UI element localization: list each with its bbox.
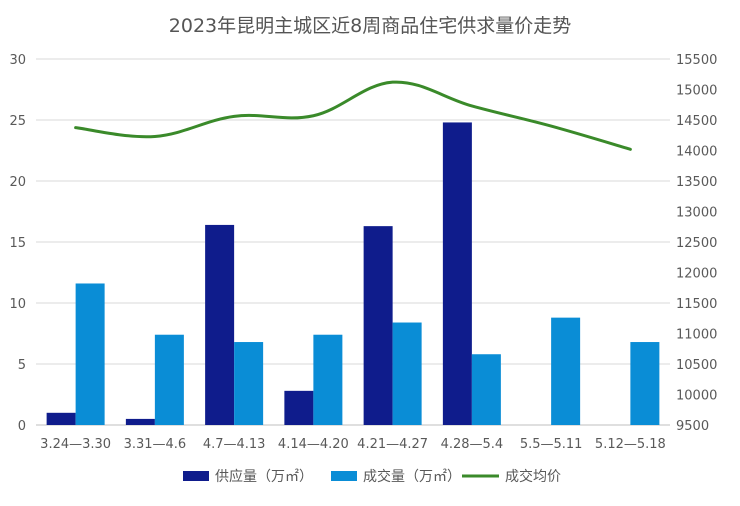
right-axis: 9500 10000 10500 11000 11500 12000 12500 13000 1… [676,53,717,434]
supply-bar [284,390,314,425]
right-tick-label: 10000 [676,389,717,404]
x-tick-label: 5.12—5.18 [595,437,666,452]
legend-swatch [183,471,209,481]
transaction-bar [551,317,581,425]
grid-lines [36,58,670,426]
supply-bar [442,122,472,425]
price-line [74,80,632,151]
legend-label: 成交量（万㎡） [363,468,461,485]
left-tick-label: 5 [18,358,26,373]
transaction-bar [630,342,660,425]
left-tick-label: 25 [9,114,26,129]
chart-title: 2023年昆明主城区近8周商品住宅供求量价走势 [169,15,571,37]
legend-label: 供应量（万㎡） [215,468,313,485]
supply-bar [125,418,155,425]
supply-bar [46,412,76,425]
x-tick-label: 3.31—4.6 [124,437,187,452]
transaction-bar [392,322,422,425]
left-axis: 0 5 10 15 20 25 30 [9,53,26,434]
legend-label: 成交均价 [505,468,561,485]
right-tick-label: 14500 [676,114,717,129]
right-tick-label: 15500 [676,53,717,68]
left-tick-label: 10 [9,297,26,312]
right-tick-label: 12500 [676,236,717,251]
right-tick-label: 13500 [676,175,717,190]
x-tick-label: 4.28—5.4 [441,437,504,452]
right-tick-label: 9500 [676,419,709,434]
bars [46,122,660,425]
right-tick-label: 13000 [676,206,717,221]
right-tick-label: 10500 [676,358,717,373]
x-tick-label: 4.7—4.13 [203,437,266,452]
left-tick-label: 15 [9,236,26,251]
left-tick-label: 0 [18,419,26,434]
avg-price-line [74,80,632,151]
x-tick-label: 5.5—5.11 [520,437,583,452]
legend-swatch [331,471,357,481]
x-tick-label: 3.24—3.30 [40,437,111,452]
legend: 供应量（万㎡） 成交量（万㎡） 成交均价 [183,468,561,485]
x-tick-label: 4.21—4.27 [357,437,428,452]
x-axis: 3.24—3.30 3.31—4.6 4.7—4.13 4.14—4.20 4.21—4… [40,437,666,452]
right-tick-label: 11000 [676,328,717,343]
transaction-bar [154,334,184,425]
supply-bar [363,226,393,425]
transaction-bar [234,342,264,425]
right-tick-label: 14000 [676,145,717,160]
transaction-bar [75,283,105,425]
transaction-bar [471,354,501,425]
left-tick-label: 30 [9,53,26,68]
supply-bar [205,224,235,425]
left-tick-label: 20 [9,175,26,190]
transaction-bar [313,334,343,425]
x-tick-label: 4.14—4.20 [278,437,349,452]
right-tick-label: 12000 [676,267,717,282]
right-tick-label: 11500 [676,297,717,312]
right-tick-label: 15000 [676,84,717,99]
